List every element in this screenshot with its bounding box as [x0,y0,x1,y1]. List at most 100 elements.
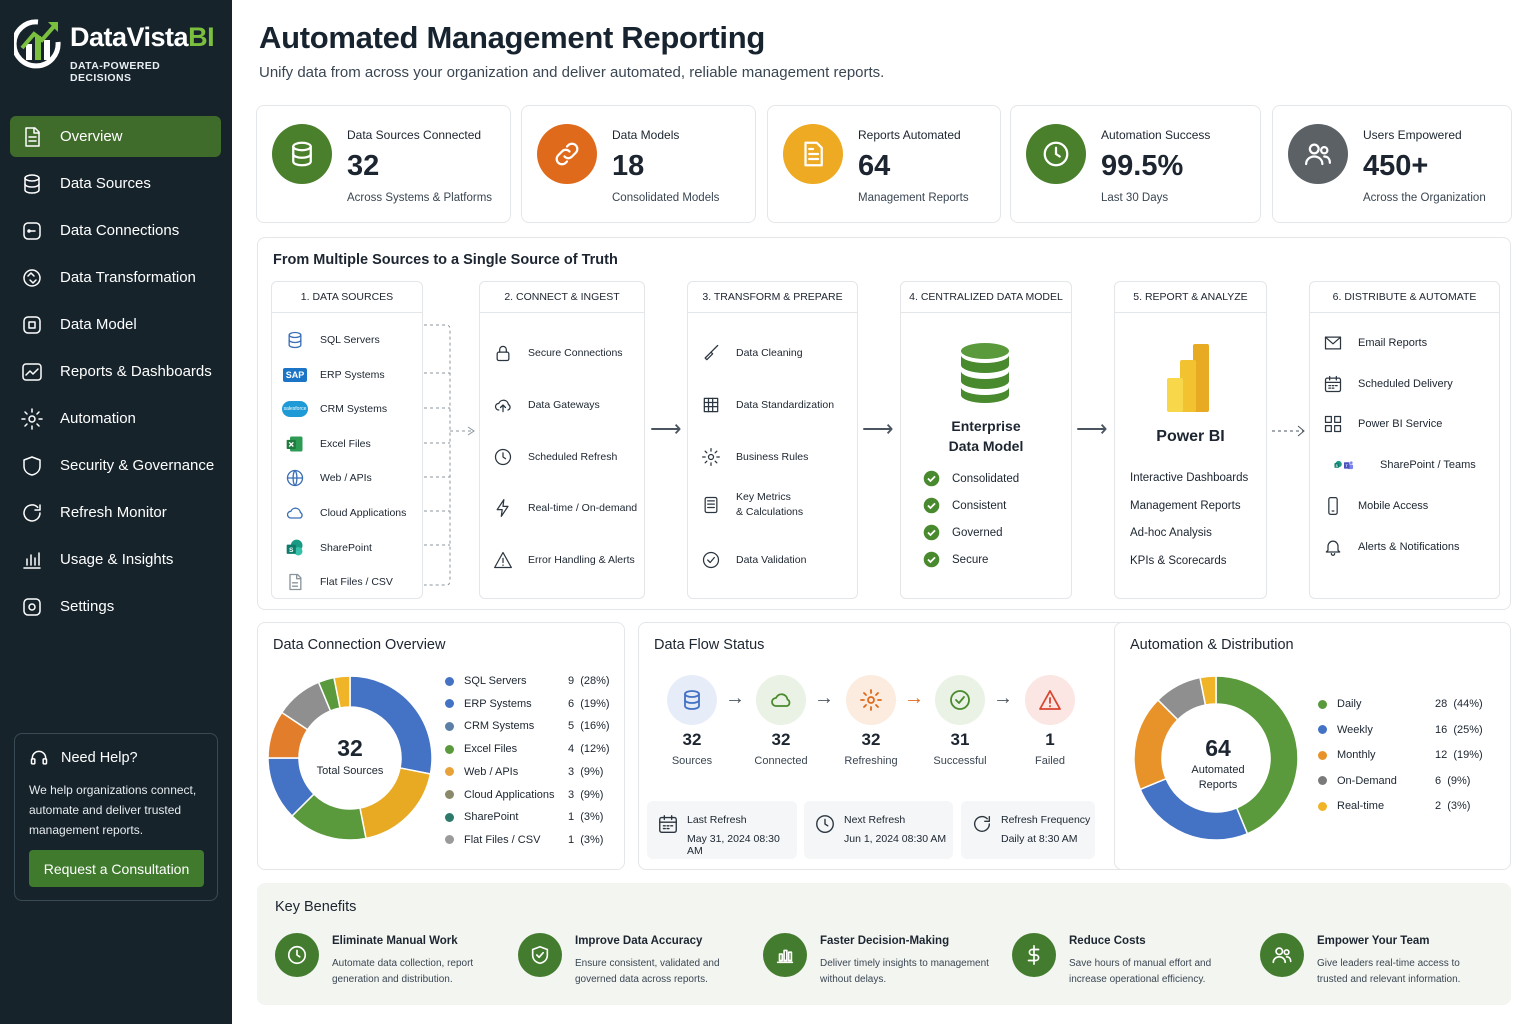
kpi-card-automation-success[interactable]: Automation Success 99.5% Last 30 Days [1010,105,1261,223]
legend-item-monthly[interactable]: Monthly [1318,749,1376,761]
donut-slice-excel-files[interactable] [268,757,315,818]
legend-item-weekly[interactable]: Weekly [1318,724,1373,736]
connections-donut-chart [268,675,433,841]
legend-item-cloud-applications[interactable]: Cloud Applications [445,789,555,801]
main-content: Automated Management Reporting Unify dat… [232,0,1536,1024]
legend-item-crm-systems[interactable]: CRM Systems [445,720,534,732]
stage-head: 5. REPORT & ANALYZE [1115,282,1266,313]
kpi-card-reports-automated[interactable]: Reports Automated 64 Management Reports [767,105,1001,223]
kpi-card-users-empowered[interactable]: Users Empowered 450+ Across the Organiza… [1272,105,1512,223]
stage-item-key-metrics-calculations[interactable]: Key Metrics & Calculations [700,490,803,520]
flow-node-refreshing[interactable] [846,675,896,725]
source-web-apis[interactable]: Web / APIs [284,467,372,489]
sidebar-item-data-sources[interactable]: Data Sources [10,163,221,204]
donut-slice-daily[interactable] [1215,675,1299,835]
sidebar-item-label: Security & Governance [60,457,215,474]
sidebar: DataVistaBI DATA-POWERED DECISIONS Overv… [0,0,232,1024]
source-sharepoint[interactable]: S SharePoint [284,537,372,559]
donut-slice-real-time[interactable] [1199,675,1217,706]
donut-slice-flat-files-csv[interactable] [333,675,351,709]
stage-item-data-gateways[interactable]: Data Gateways [492,394,600,416]
stage-item-data-cleaning[interactable]: Data Cleaning [700,342,803,364]
legend-label: Excel Files [464,743,518,756]
stage-item-scheduled-refresh[interactable]: Scheduled Refresh [492,446,617,468]
source-erp-systems[interactable]: SAP ERP Systems [282,364,385,386]
legend-item-web-apis[interactable]: Web / APIs [445,766,518,778]
sidebar-item-security-governance[interactable]: Security & Governance [10,445,221,486]
kpi-value: 18 [612,150,645,182]
kpi-value: 32 [347,150,380,182]
flow-label: Successful [933,755,987,767]
source-sql-servers[interactable]: SQL Servers [284,329,380,351]
headset-icon [30,750,48,765]
distribution-email-reports[interactable]: Email Reports [1322,332,1427,354]
cloud-icon [771,693,791,707]
distribution-scheduled-delivery[interactable]: Scheduled Delivery [1322,373,1453,395]
legend-item-flat-files-csv[interactable]: Flat Files / CSV [445,834,540,846]
stage-item-error-handling-alerts[interactable]: Error Handling & Alerts [492,549,635,571]
stage-item-data-standardization[interactable]: Data Standardization [700,394,834,416]
legend-item-sql-servers[interactable]: SQL Servers [445,675,527,687]
legend-item-real-time[interactable]: Real-time [1318,800,1384,812]
benefit-desc: Automate data collection, report generat… [332,958,474,985]
kpi-value: 450+ [1363,150,1429,182]
flow-node-successful[interactable] [935,675,985,725]
sap-icon: SAP [282,364,308,386]
model-trait-label: Consistent [952,499,1007,512]
legend-dot [445,767,454,777]
kpi-label: Data Models [612,128,680,142]
legend-item-daily[interactable]: Daily [1318,698,1361,710]
kpi-card-data-sources-connected[interactable]: Data Sources Connected 32 Across Systems… [256,105,511,223]
stage-item-data-validation[interactable]: Data Validation [700,549,806,571]
legend-item-excel-files[interactable]: Excel Files [445,743,517,755]
request-consultation-button[interactable]: Request a Consultation [29,850,204,887]
brand-logo[interactable]: DataVistaBI DATA-POWERED DECISIONS [14,16,224,84]
stage-item-real-time-on-demand[interactable]: Real-time / On-demand [492,497,637,519]
kpi-card-data-models[interactable]: Data Models 18 Consolidated Models [521,105,756,223]
sidebar-item-automation[interactable]: Automation [10,398,221,439]
analysis-kpis-scorecards[interactable]: KPIs & Scorecards [1130,555,1227,567]
sidebar-item-reports-dashboards[interactable]: Reports & Dashboards [10,351,221,392]
powerbi-logo-icon [1167,344,1209,412]
sidebar-item-settings[interactable]: Settings [10,586,221,627]
analysis-management-reports[interactable]: Management Reports [1130,500,1241,512]
distribution-mobile-access[interactable]: Mobile Access [1322,495,1428,517]
refresh-icon [23,503,41,522]
legend-item-on-demand[interactable]: On-Demand [1318,775,1397,787]
legend-dot [445,744,454,754]
legend-item-erp-systems[interactable]: ERP Systems [445,698,532,710]
report-icon [804,141,823,167]
legend-item-sharepoint[interactable]: SharePoint [445,811,518,823]
source-excel-files[interactable]: Excel Files [284,433,371,455]
stage-item-label: Data Cleaning [736,346,803,359]
analysis-ad-hoc-analysis[interactable]: Ad-hoc Analysis [1130,527,1212,539]
source-flat-files-csv[interactable]: Flat Files / CSV [284,571,393,593]
sidebar-item-refresh-monitor[interactable]: Refresh Monitor [10,492,221,533]
analysis-label: KPIs & Scorecards [1130,554,1227,567]
source-crm-systems[interactable]: salesforce CRM Systems [281,398,387,420]
connection-icon [23,221,41,240]
distribution-power-bi-service[interactable]: Power BI Service [1322,413,1442,435]
sidebar-item-overview[interactable]: Overview [10,116,221,157]
sidebar-item-data-connections[interactable]: Data Connections [10,210,221,251]
legend-value: 1 (3%) [568,833,604,846]
sidebar-item-data-transformation[interactable]: Data Transformation [10,257,221,298]
users-icon [1305,143,1331,166]
stage-item-business-rules[interactable]: Business Rules [700,446,808,468]
warning-icon [494,551,512,569]
stage-report-analyze: 5. REPORT & ANALYZE Power BI Interactive… [1114,281,1267,599]
source-cloud-applications[interactable]: Cloud Applications [284,502,406,524]
distribution-alerts-notifications[interactable]: Alerts & Notifications [1322,536,1459,558]
donut-slice-erp-systems[interactable] [359,767,432,840]
distribution-sharepoint-teams[interactable]: S T SharePoint / Teams [1322,454,1476,476]
flow-node-failed[interactable] [1025,675,1075,725]
stage-item-secure-connections[interactable]: Secure Connections [492,342,623,364]
flow-node-sources[interactable] [667,675,717,725]
sidebar-item-usage-insights[interactable]: Usage & Insights [10,539,221,580]
sidebar-item-data-model[interactable]: Data Model [10,304,221,345]
analysis-interactive-dashboards[interactable]: Interactive Dashboards [1130,472,1248,484]
stage-item-label: Key Metrics & Calculations [736,491,804,518]
stage-head: 4. CENTRALIZED DATA MODEL [901,282,1071,313]
flow-node-connected[interactable] [756,675,806,725]
